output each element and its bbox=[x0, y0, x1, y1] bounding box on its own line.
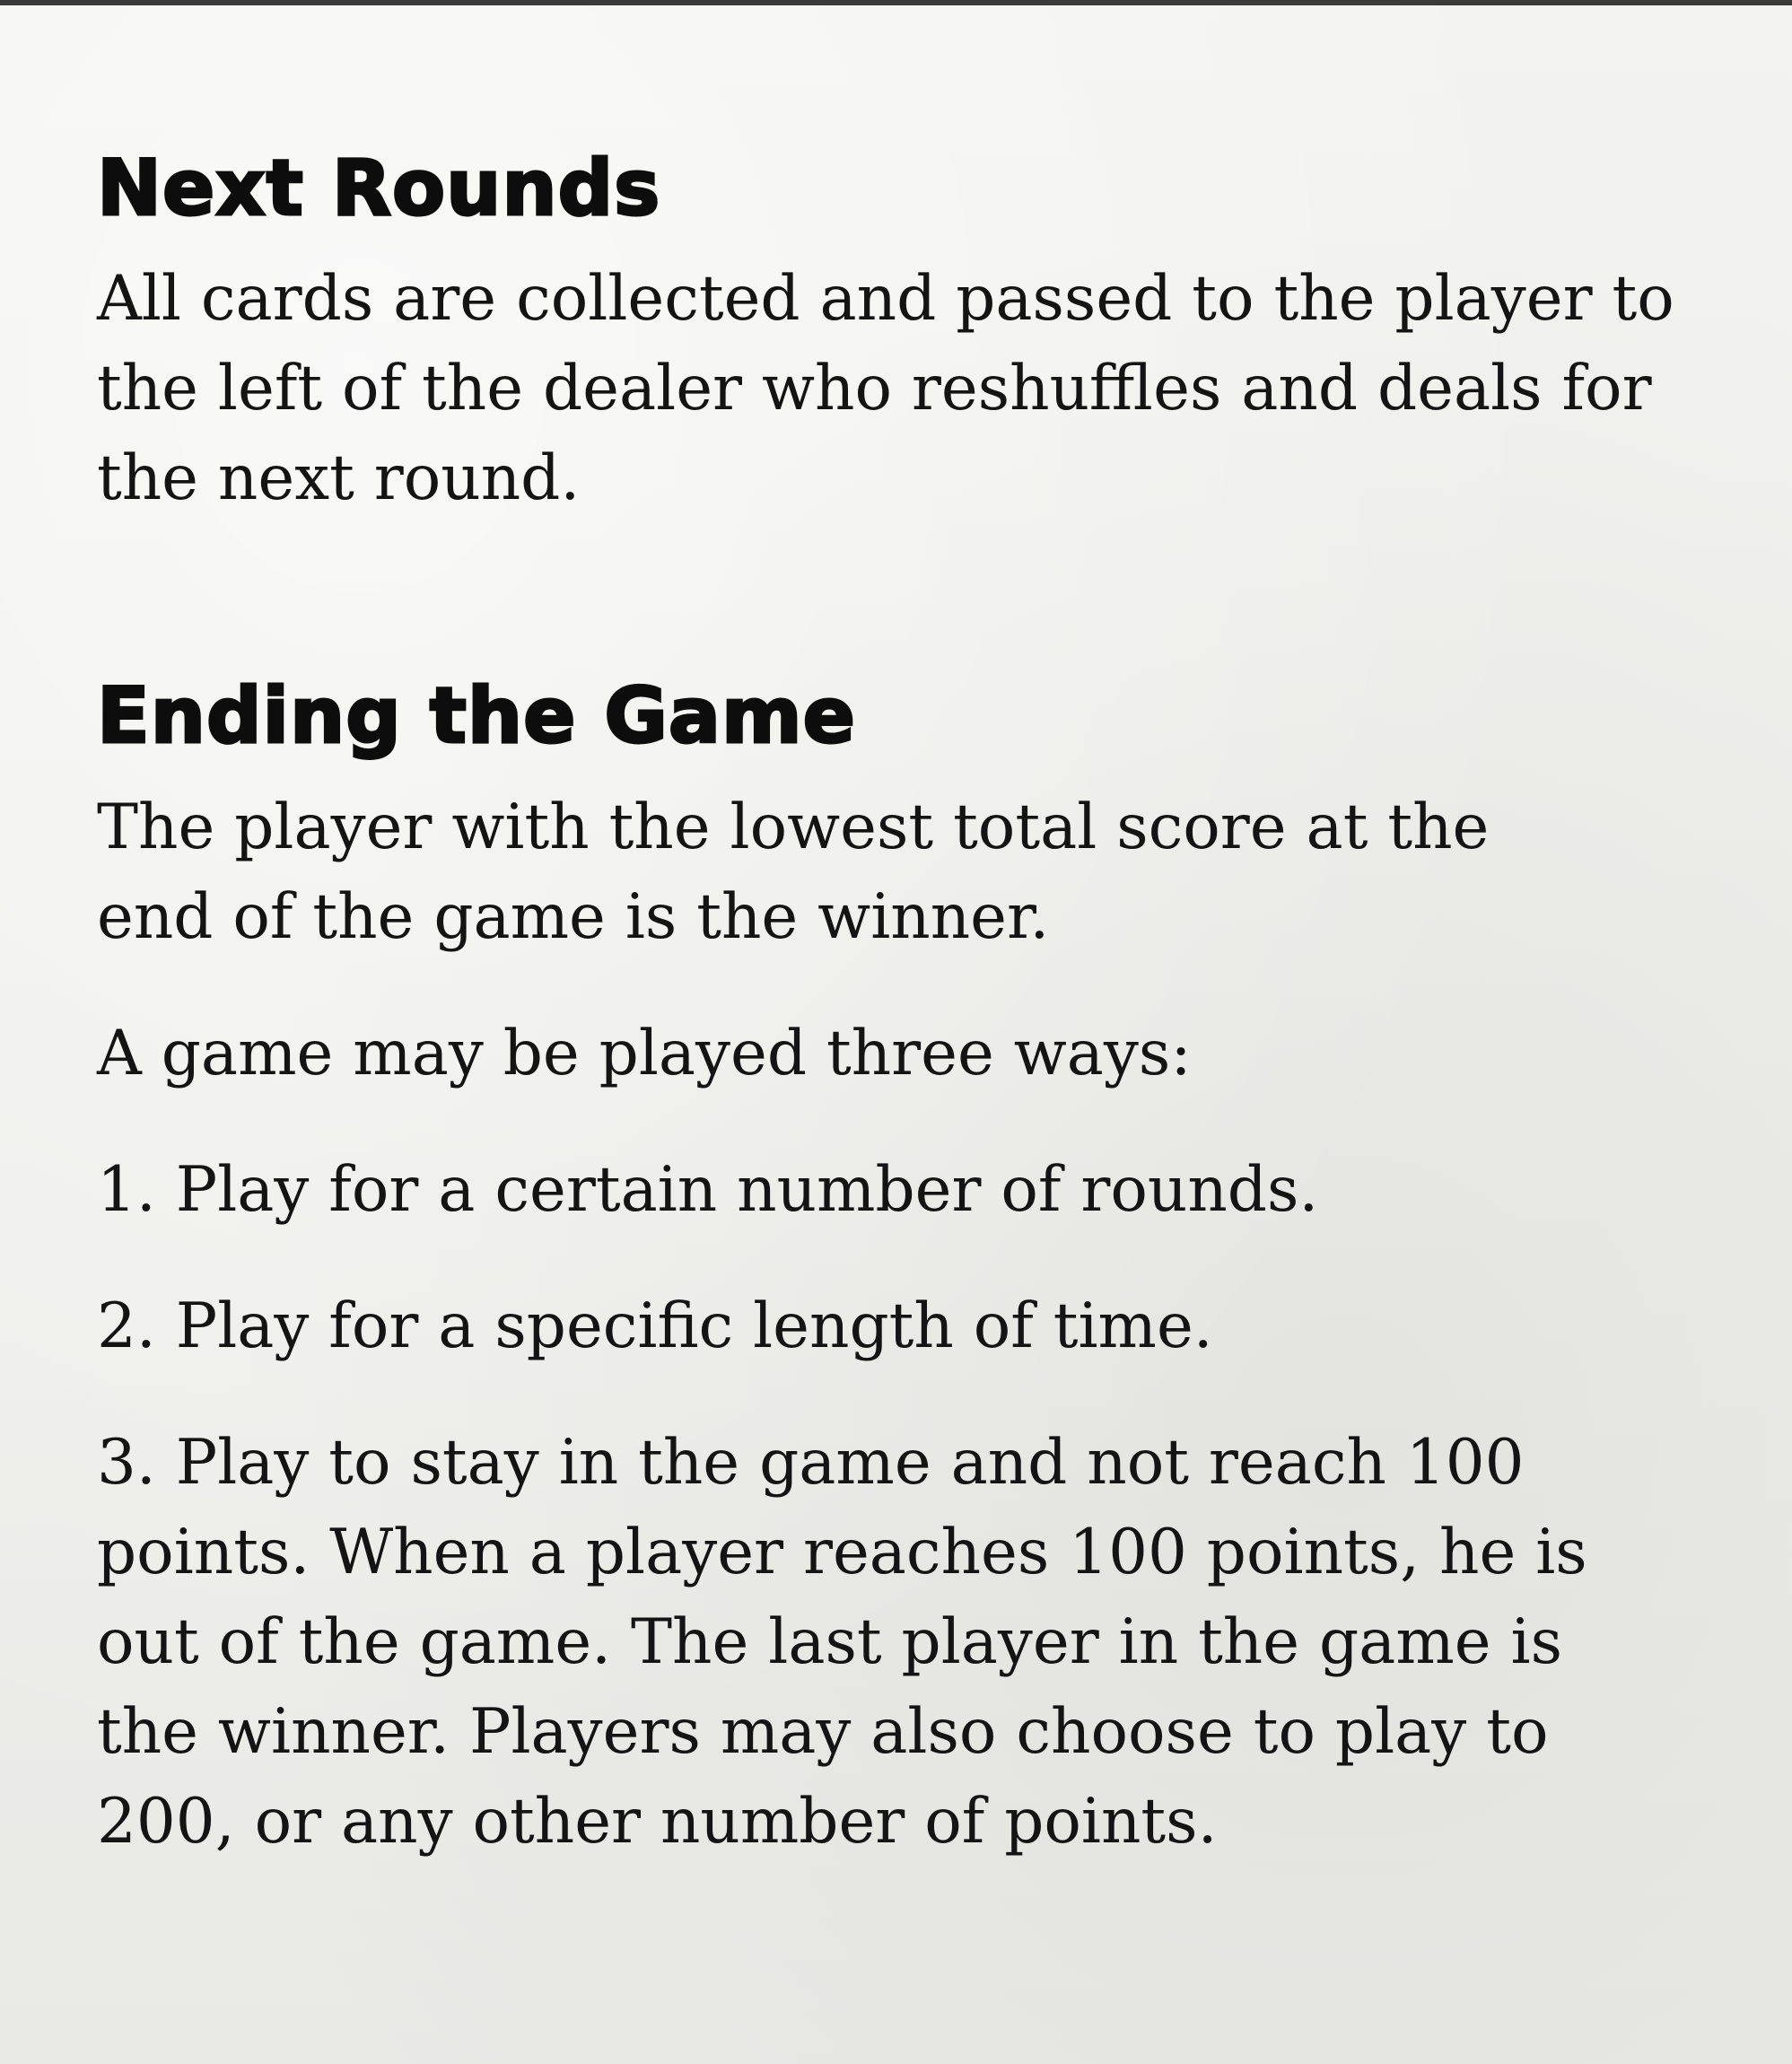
paragraph-next-rounds: All cards are collected and passed to th… bbox=[97, 263, 1674, 515]
paragraph-ending-intro: The player with the lowest total score a… bbox=[97, 791, 1490, 953]
ways-list: 1. Play for a certain number of rounds. … bbox=[97, 1145, 1730, 1867]
page-top-edge bbox=[0, 0, 1792, 5]
list-item: 2. Play for a specific length of time. bbox=[97, 1290, 1213, 1362]
list-item: 3. Play to stay in the game and not reac… bbox=[97, 1426, 1587, 1858]
heading-next-rounds: Next Rounds bbox=[96, 144, 661, 233]
paragraph-ways-intro: A game may be played three ways: bbox=[97, 1017, 1192, 1089]
section-next-rounds: Next Rounds All cards are collected and … bbox=[96, 144, 1730, 523]
document-content: Next Rounds All cards are collected and … bbox=[96, 144, 1730, 1867]
heading-ending-the-game: Ending the Game bbox=[96, 671, 857, 762]
list-item: 1. Play for a certain number of rounds. bbox=[97, 1153, 1319, 1226]
section-ending-the-game: Ending the Game The player with the lowe… bbox=[96, 671, 1730, 1867]
